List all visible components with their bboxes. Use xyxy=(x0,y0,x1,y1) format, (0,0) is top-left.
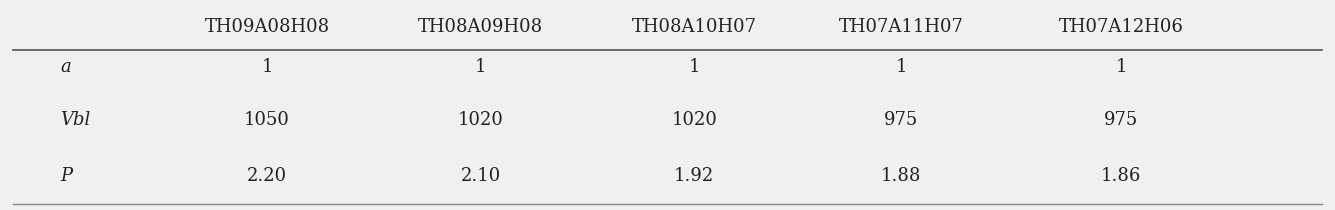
Text: 2.10: 2.10 xyxy=(461,167,501,185)
Text: TH07A12H06: TH07A12H06 xyxy=(1059,18,1184,36)
Text: 1: 1 xyxy=(475,58,486,76)
Text: 1: 1 xyxy=(262,58,272,76)
Text: 1020: 1020 xyxy=(458,111,503,129)
Text: 1.92: 1.92 xyxy=(674,167,714,185)
Text: 1050: 1050 xyxy=(244,111,290,129)
Text: 1: 1 xyxy=(1116,58,1127,76)
Text: Vbl: Vbl xyxy=(60,111,91,129)
Text: 975: 975 xyxy=(884,111,918,129)
Text: 1.88: 1.88 xyxy=(881,167,921,185)
Text: 1020: 1020 xyxy=(672,111,717,129)
Text: 975: 975 xyxy=(1104,111,1139,129)
Text: TH09A08H08: TH09A08H08 xyxy=(204,18,330,36)
Text: TH08A10H07: TH08A10H07 xyxy=(631,18,757,36)
Text: 2.20: 2.20 xyxy=(247,167,287,185)
Text: TH07A11H07: TH07A11H07 xyxy=(838,18,964,36)
Text: 1: 1 xyxy=(689,58,700,76)
Text: a: a xyxy=(60,58,71,76)
Text: 1: 1 xyxy=(896,58,906,76)
Text: 1.86: 1.86 xyxy=(1101,167,1141,185)
Text: TH08A09H08: TH08A09H08 xyxy=(418,18,543,36)
Text: P: P xyxy=(60,167,72,185)
